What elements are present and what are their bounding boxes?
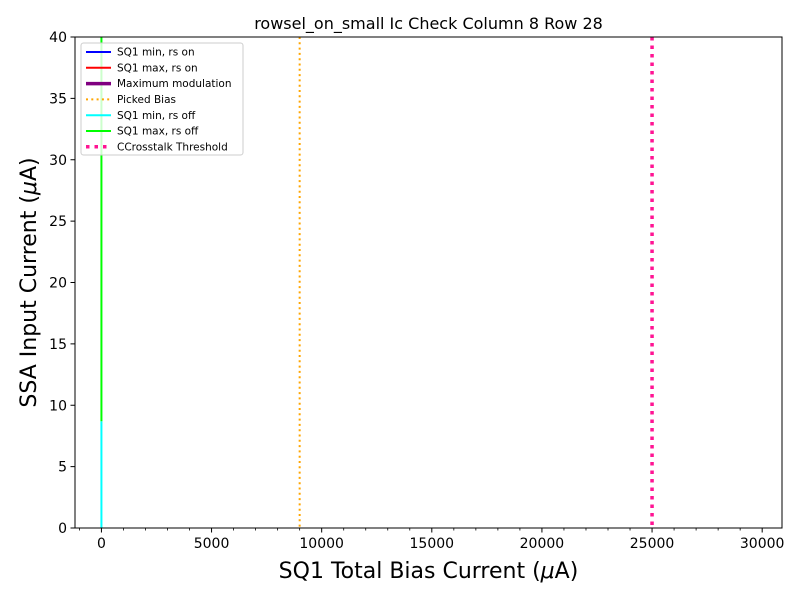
x-tick-label: 15000 [410, 536, 455, 552]
x-tick-label: 5000 [194, 536, 230, 552]
y-tick-label: 40 [49, 30, 67, 46]
legend-label: SQ1 min, rs on [117, 47, 195, 59]
legend-label: SQ1 max, rs on [117, 62, 198, 74]
legend: SQ1 min, rs on SQ1 max, rs on Maximum modu… [80, 42, 244, 156]
legend-label: Maximum modulation [117, 78, 232, 90]
y-axis-title-unit-symbol: μ [17, 181, 42, 196]
y-axis-title-prefix: SSA Input Current ( [17, 195, 42, 408]
y-tick-label: 5 [58, 460, 67, 476]
x-tick-label: 10000 [299, 536, 344, 552]
x-axis-title: SQ1 Total Bias Current (μA) [279, 559, 579, 584]
x-axis-title-prefix: SQ1 Total Bias Current ( [279, 559, 541, 584]
legend-box [80, 42, 244, 156]
legend-label: Picked Bias [117, 94, 176, 106]
x-tick-label: 20000 [520, 536, 565, 552]
y-tick-label: 15 [49, 337, 67, 353]
y-tick-label: 35 [49, 91, 67, 107]
legend-label: SQ1 max, rs off [117, 126, 199, 138]
axis-ticks: 0 5000 10000 15000 20000 25000 30000 0 5 10 15 20 25… [49, 30, 784, 552]
y-tick-label: 20 [49, 276, 67, 292]
chart-title: rowsel_on_small Ic Check Column 8 Row 28 [254, 14, 603, 34]
x-tick-label: 25000 [630, 536, 675, 552]
x-axis-title-unit-symbol: μ [540, 559, 555, 584]
y-tick-label: 25 [49, 214, 67, 230]
legend-label: CCrosstalk Threshold [117, 141, 228, 153]
x-tick-label: 30000 [740, 536, 785, 552]
y-tick-label: 10 [49, 398, 67, 414]
x-axis-title-suffix: A) [555, 559, 579, 584]
y-tick-label: 30 [49, 153, 67, 169]
y-tick-label: 0 [58, 521, 67, 537]
y-axis-title: SSA Input Current (μA) [17, 157, 42, 407]
legend-label: SQ1 min, rs off [117, 110, 196, 122]
y-axis-title-suffix: A) [17, 157, 42, 181]
x-tick-label: 0 [97, 536, 106, 552]
